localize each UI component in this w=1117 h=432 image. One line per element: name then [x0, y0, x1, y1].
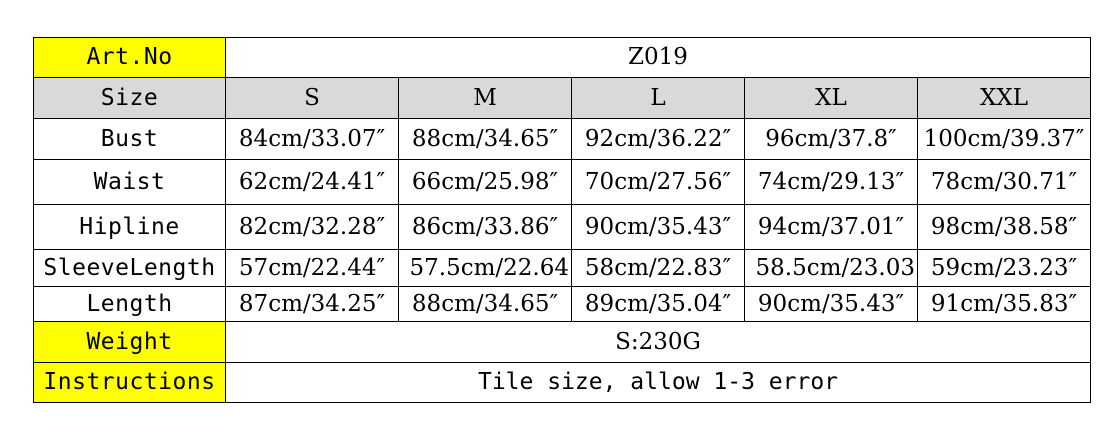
length-row: Length 87cm/34.25″ 88cm/34.65″ 89cm/35.0… — [33, 286, 1091, 322]
instructions-label: Instructions — [33, 362, 226, 403]
length-value-s: 87cm/34.25″ — [225, 286, 399, 322]
waist-value-l: 70cm/27.56″ — [571, 159, 745, 205]
instructions-row: Instructions Tile size, allow 1-3 error — [33, 362, 1091, 403]
weight-label: Weight — [33, 321, 226, 363]
bust-value-xl: 96cm/37.8″ — [744, 118, 918, 160]
hipline-value-l: 90cm/35.43″ — [571, 204, 745, 250]
size-chart-table: Art.No Z019 Size S M L XL XXL Bust 84cm/… — [33, 37, 1091, 403]
waist-row: Waist 62cm/24.41″ 66cm/25.98″ 70cm/27.56… — [33, 159, 1091, 205]
size-header-row: Size S M L XL XXL — [33, 77, 1091, 119]
bust-label: Bust — [33, 118, 226, 160]
length-value-xl: 90cm/35.43″ — [744, 286, 918, 322]
bust-value-l: 92cm/36.22″ — [571, 118, 745, 160]
bust-value-s: 84cm/33.07″ — [225, 118, 399, 160]
sleeve-length-row: SleeveLength 57cm/22.44″ 57.5cm/22.64 58… — [33, 249, 1091, 287]
size-header-xl: XL — [744, 77, 918, 119]
art-no-value: Z019 — [225, 37, 1091, 78]
length-value-xxl: 91cm/35.83″ — [917, 286, 1091, 322]
waist-label: Waist — [33, 159, 226, 205]
size-header-m: M — [398, 77, 572, 119]
hipline-row: Hipline 82cm/32.28″ 86cm/33.86″ 90cm/35.… — [33, 204, 1091, 250]
sleeve-length-value-xxl: 59cm/23.23″ — [917, 249, 1091, 287]
bust-value-m: 88cm/34.65″ — [398, 118, 572, 160]
sleeve-length-value-m: 57.5cm/22.64 — [398, 249, 572, 287]
sleeve-length-value-xl: 58.5cm/23.03 — [744, 249, 918, 287]
sleeve-length-value-l: 58cm/22.83″ — [571, 249, 745, 287]
hipline-value-xxl: 98cm/38.58″ — [917, 204, 1091, 250]
weight-row: Weight S:230G — [33, 321, 1091, 363]
hipline-value-xl: 94cm/37.01″ — [744, 204, 918, 250]
bust-row: Bust 84cm/33.07″ 88cm/34.65″ 92cm/36.22″… — [33, 118, 1091, 160]
bust-value-xxl: 100cm/39.37″ — [917, 118, 1091, 160]
instructions-value: Tile size, allow 1-3 error — [225, 362, 1091, 403]
size-header-s: S — [225, 77, 399, 119]
hipline-value-s: 82cm/32.28″ — [225, 204, 399, 250]
waist-value-s: 62cm/24.41″ — [225, 159, 399, 205]
art-no-row: Art.No Z019 — [33, 37, 1091, 78]
waist-value-xl: 74cm/29.13″ — [744, 159, 918, 205]
waist-value-m: 66cm/25.98″ — [398, 159, 572, 205]
length-value-m: 88cm/34.65″ — [398, 286, 572, 322]
hipline-value-m: 86cm/33.86″ — [398, 204, 572, 250]
length-label: Length — [33, 286, 226, 322]
art-no-label: Art.No — [33, 37, 226, 78]
waist-value-xxl: 78cm/30.71″ — [917, 159, 1091, 205]
sleeve-length-value-s: 57cm/22.44″ — [225, 249, 399, 287]
size-header-l: L — [571, 77, 745, 119]
weight-value: S:230G — [225, 321, 1091, 363]
length-value-l: 89cm/35.04″ — [571, 286, 745, 322]
size-label: Size — [33, 77, 226, 119]
hipline-label: Hipline — [33, 204, 226, 250]
sleeve-length-label: SleeveLength — [33, 249, 226, 287]
size-header-xxl: XXL — [917, 77, 1091, 119]
